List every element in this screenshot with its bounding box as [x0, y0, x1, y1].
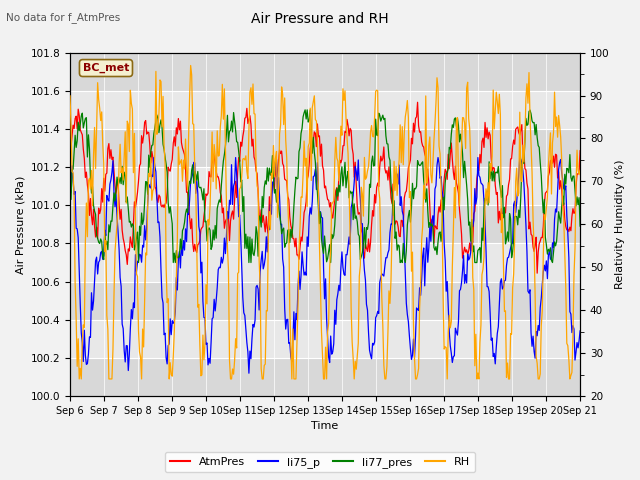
Bar [70, 53, 580, 91]
Bar [70, 320, 580, 358]
Y-axis label: Relativity Humidity (%): Relativity Humidity (%) [615, 160, 625, 289]
Bar [70, 167, 580, 205]
X-axis label: Time: Time [312, 421, 339, 432]
Bar [70, 243, 580, 282]
Text: No data for f_AtmPres: No data for f_AtmPres [6, 12, 121, 23]
Bar [70, 205, 580, 243]
Bar [70, 358, 580, 396]
Y-axis label: Air Pressure (kPa): Air Pressure (kPa) [15, 175, 25, 274]
Text: BC_met: BC_met [83, 63, 129, 73]
Bar [70, 91, 580, 129]
Legend: AtmPres, li75_p, li77_pres, RH: AtmPres, li75_p, li77_pres, RH [165, 452, 475, 472]
Text: Air Pressure and RH: Air Pressure and RH [251, 12, 389, 26]
Bar [70, 282, 580, 320]
Bar [70, 129, 580, 167]
